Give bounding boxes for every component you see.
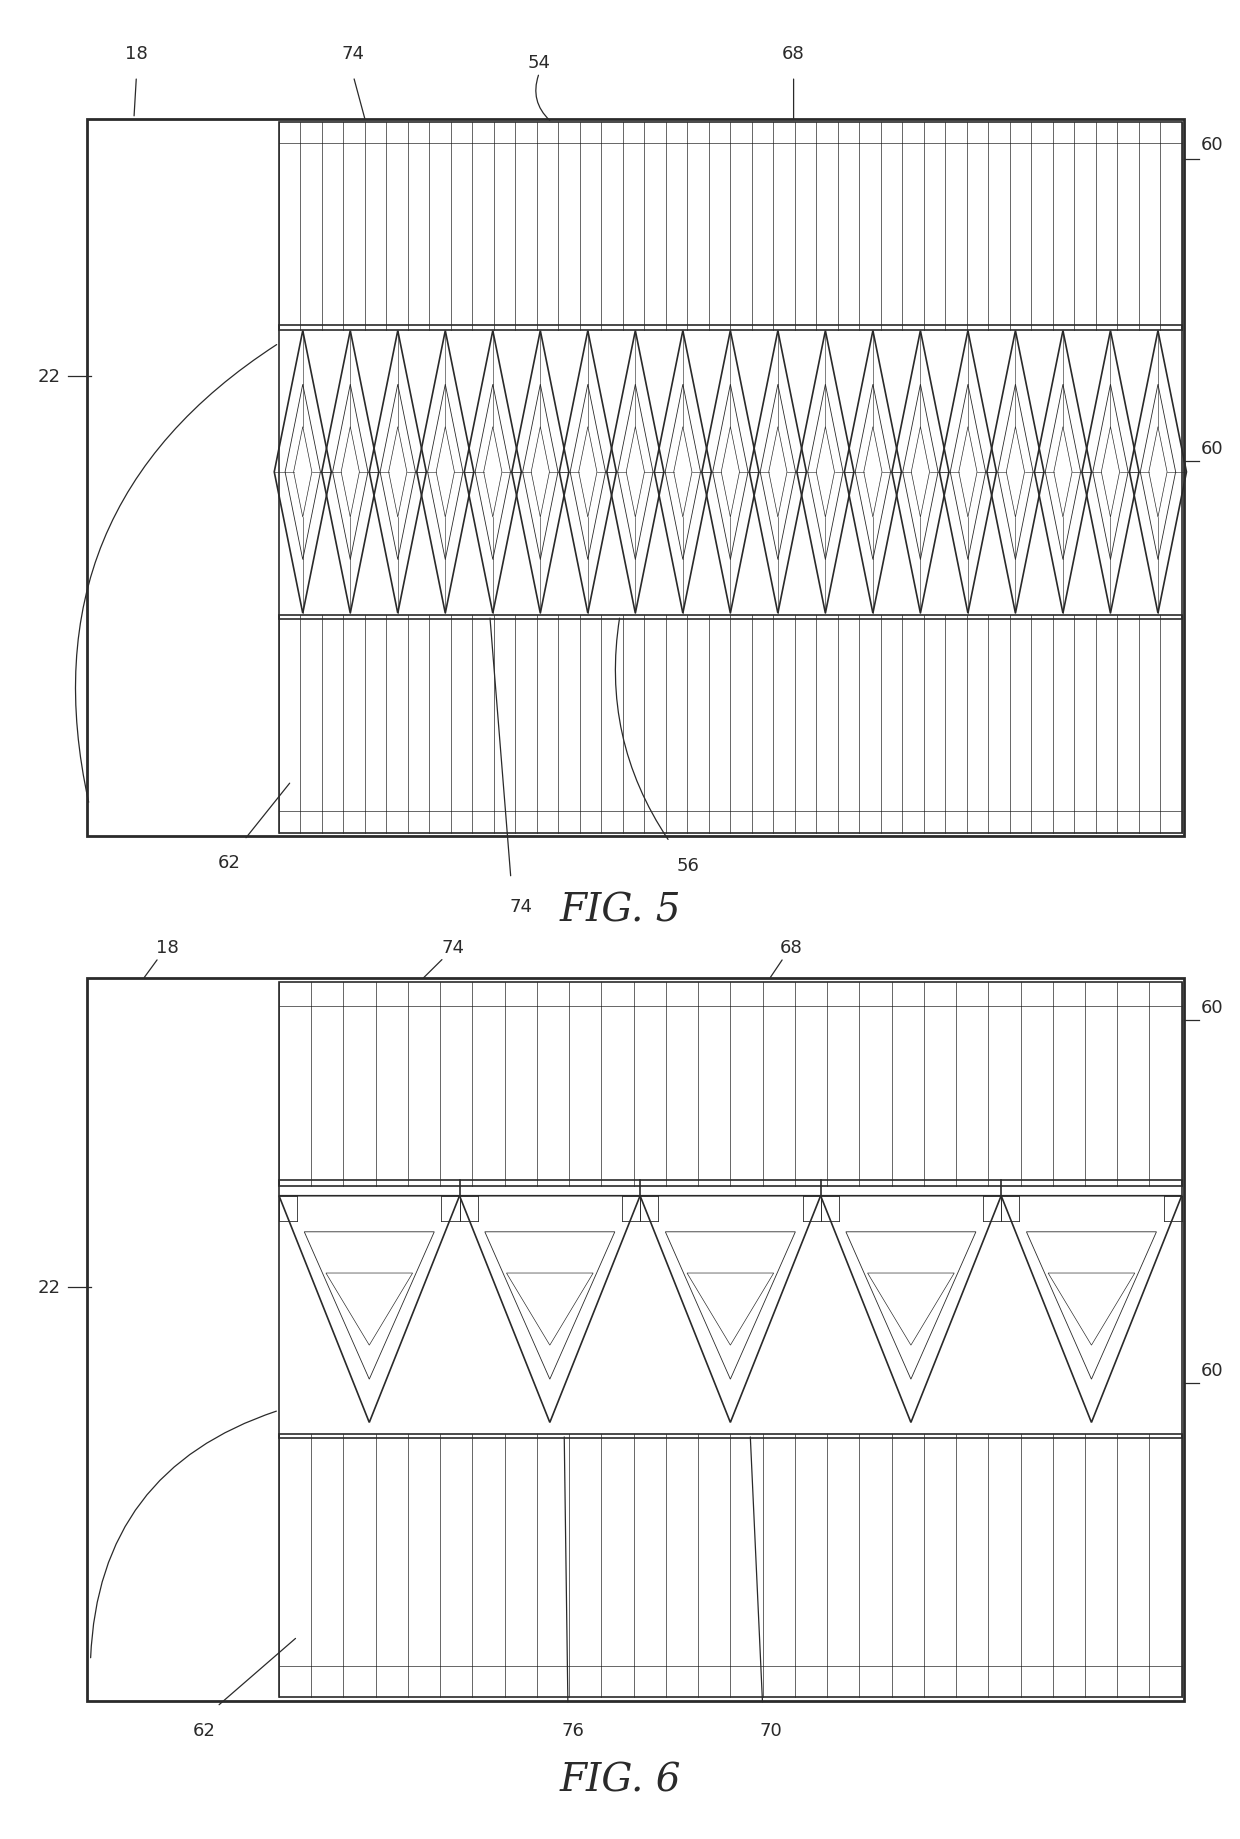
Text: 56: 56	[677, 857, 699, 875]
Text: 60: 60	[1200, 999, 1223, 1017]
Text: 70: 70	[760, 1721, 782, 1740]
Text: 74: 74	[510, 897, 532, 916]
Text: FIG. 5: FIG. 5	[559, 892, 681, 929]
Text: 18: 18	[156, 938, 179, 956]
Text: 62: 62	[193, 1721, 216, 1740]
Text: 54: 54	[528, 53, 551, 72]
Text: 60: 60	[1200, 1361, 1223, 1379]
Text: 18: 18	[125, 44, 148, 63]
Text: 22: 22	[38, 368, 61, 386]
Text: 60: 60	[1200, 440, 1223, 458]
Text: FIG. 6: FIG. 6	[559, 1762, 681, 1799]
Text: 68: 68	[782, 44, 805, 63]
Text: 22: 22	[38, 1278, 61, 1296]
Text: 68: 68	[780, 938, 802, 956]
Text: 60: 60	[1200, 136, 1223, 154]
Text: 74: 74	[342, 44, 365, 63]
Text: 76: 76	[562, 1721, 584, 1740]
Text: 62: 62	[218, 853, 241, 872]
Text: 74: 74	[441, 938, 464, 956]
